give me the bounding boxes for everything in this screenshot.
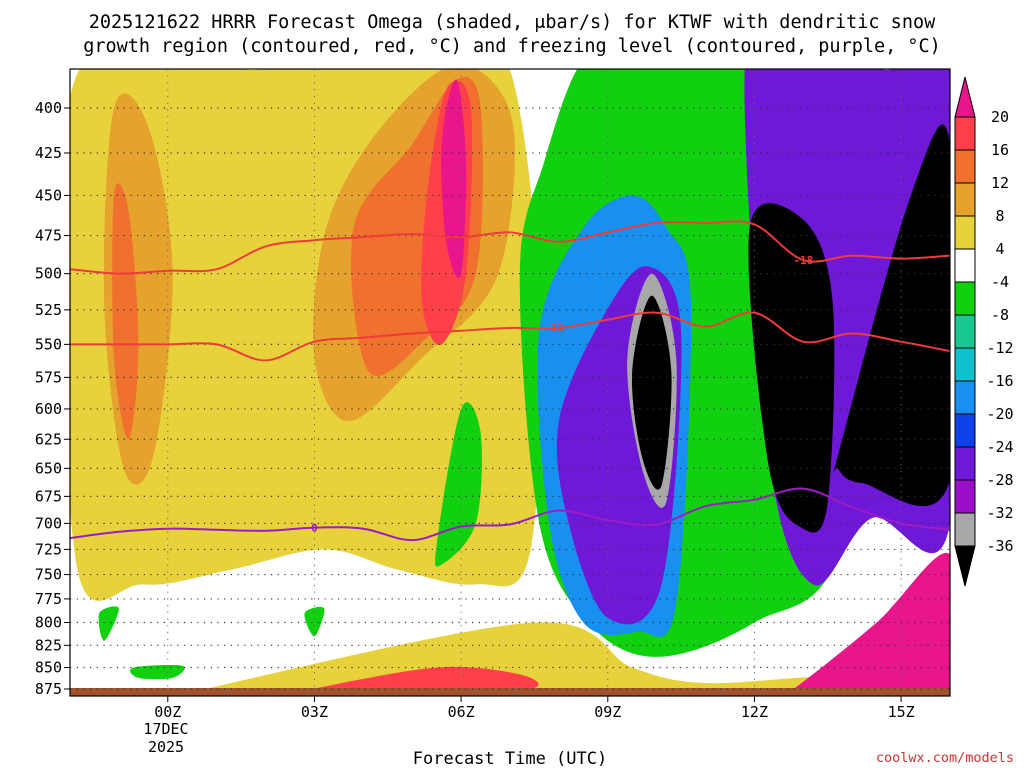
x-date-label-year: 2025 — [148, 738, 184, 756]
y-tick-label-450: 450 — [35, 186, 62, 204]
contour-minus18 — [70, 220, 950, 275]
y-tick-label-625: 625 — [35, 430, 62, 448]
colorbar-label-8: -16 — [986, 372, 1013, 390]
omega-region-17 — [631, 295, 672, 490]
x-tick-label-1: 03Z — [301, 703, 328, 721]
y-tick-label-400: 400 — [35, 99, 62, 117]
colorbar-swatch-11 — [954, 479, 976, 514]
x-date-label-day: 17DEC — [143, 720, 188, 738]
contour-label-minus18: -18 — [793, 254, 813, 267]
colorbar-swatch-9 — [954, 413, 976, 448]
y-axis-pressure: 400 425 450 475 500 525 550 575 600 625 650 675 700 7… — [35, 99, 70, 698]
omega-region-2 — [112, 183, 139, 440]
omega-shading-layer — [70, 69, 950, 696]
contour-label-freezing-text: 0 — [311, 522, 318, 535]
temperature-contours: -12 -18 0 — [70, 220, 950, 542]
y-tick-label-750: 750 — [35, 566, 62, 584]
colorbar-label-2: 12 — [991, 174, 1009, 192]
omega-region-13 — [130, 664, 185, 680]
colorbar-under-triangle — [954, 545, 976, 587]
colorbar-swatch-12 — [954, 512, 976, 547]
x-tick-label-0: 00Z — [154, 703, 181, 721]
y-tick-label-850: 850 — [35, 658, 62, 676]
omega-region-11 — [98, 606, 119, 641]
omega-region-21 — [767, 552, 950, 696]
colorbar-label-9: -20 — [986, 405, 1013, 423]
colorbar-swatch-0 — [954, 116, 976, 151]
x-axis-label: Forecast Time (UTC) — [413, 749, 607, 768]
colorbar-label-4: 4 — [995, 240, 1004, 258]
omega-region-19 — [748, 203, 835, 533]
colorbar-label-6: -8 — [991, 306, 1009, 324]
colorbar-label-0: 20 — [991, 108, 1009, 126]
x-tick-label-3: 09Z — [594, 703, 621, 721]
colorbar-label-7: -12 — [986, 339, 1013, 357]
contour-label-freezing: 0 — [311, 522, 318, 535]
colorbar-swatch-4 — [954, 248, 976, 283]
plot-frame — [69, 68, 951, 697]
colorbar-swatch-1 — [954, 149, 976, 184]
x-tick-label-5: 15Z — [888, 703, 915, 721]
colorbar-swatch-6 — [954, 314, 976, 349]
contour-label-minus12: -12 — [544, 322, 564, 335]
contour-label-minus12-text: -12 — [544, 322, 564, 335]
x-axis-time: 17DEC 2025 00Z 03Z 06Z 09Z 12Z 15Z — [143, 696, 915, 756]
colorbar-swatch-5 — [954, 281, 976, 316]
colorbar-label-1: 16 — [991, 141, 1009, 159]
colorbar-label-13: -36 — [986, 537, 1013, 555]
omega-region-20 — [831, 124, 950, 507]
y-tick-label-425: 425 — [35, 144, 62, 162]
y-tick-label-550: 550 — [35, 335, 62, 353]
y-tick-label-525: 525 — [35, 301, 62, 319]
colorbar-swatch-8 — [954, 380, 976, 415]
y-tick-label-700: 700 — [35, 514, 62, 532]
colorbar-label-12: -32 — [986, 504, 1013, 522]
colorbar-swatch-10 — [954, 446, 976, 481]
y-tick-label-875: 875 — [35, 680, 62, 698]
chart-title-line1: 2025121622 HRRR Forecast Omega (shaded, … — [89, 12, 936, 33]
y-tick-label-475: 475 — [35, 227, 62, 245]
contour-label-minus18-text: -18 — [793, 254, 813, 267]
chart-title-line2: growth region (contoured, red, °C) and f… — [83, 36, 941, 57]
x-tick-label-4: 12Z — [741, 703, 768, 721]
colorbar-label-5: -4 — [991, 273, 1009, 291]
colorbar: 20 16 12 8 4 -4 -8 -12 -16 -20 -24 -28 -32 -36 — [954, 76, 1014, 587]
omega-region-8 — [294, 666, 539, 694]
y-tick-label-800: 800 — [35, 613, 62, 631]
terrain-surface-band — [70, 688, 950, 696]
contour-freezing-level — [70, 487, 950, 542]
colorbar-swatch-7 — [954, 347, 976, 382]
colorbar-swatch-3 — [954, 215, 976, 250]
omega-region-7 — [126, 622, 950, 696]
colorbar-over-triangle — [954, 76, 976, 118]
colorbar-swatch-2 — [954, 182, 976, 217]
y-tick-label-675: 675 — [35, 487, 62, 505]
colorbar-label-10: -24 — [986, 438, 1013, 456]
y-tick-label-725: 725 — [35, 540, 62, 558]
x-tick-label-2: 06Z — [448, 703, 475, 721]
colorbar-label-3: 8 — [995, 207, 1004, 225]
credit-text: coolwx.com/models — [876, 750, 1014, 766]
plot-area: -12 -18 0 — [69, 68, 951, 697]
y-tick-label-600: 600 — [35, 400, 62, 418]
colorbar-label-11: -28 — [986, 471, 1013, 489]
y-tick-label-775: 775 — [35, 590, 62, 608]
y-tick-label-650: 650 — [35, 459, 62, 477]
omega-region-6 — [441, 79, 467, 278]
y-tick-label-825: 825 — [35, 636, 62, 654]
y-tick-label-500: 500 — [35, 265, 62, 283]
y-tick-label-575: 575 — [35, 368, 62, 386]
contour-minus12 — [70, 311, 950, 362]
omega-region-12 — [304, 606, 325, 637]
